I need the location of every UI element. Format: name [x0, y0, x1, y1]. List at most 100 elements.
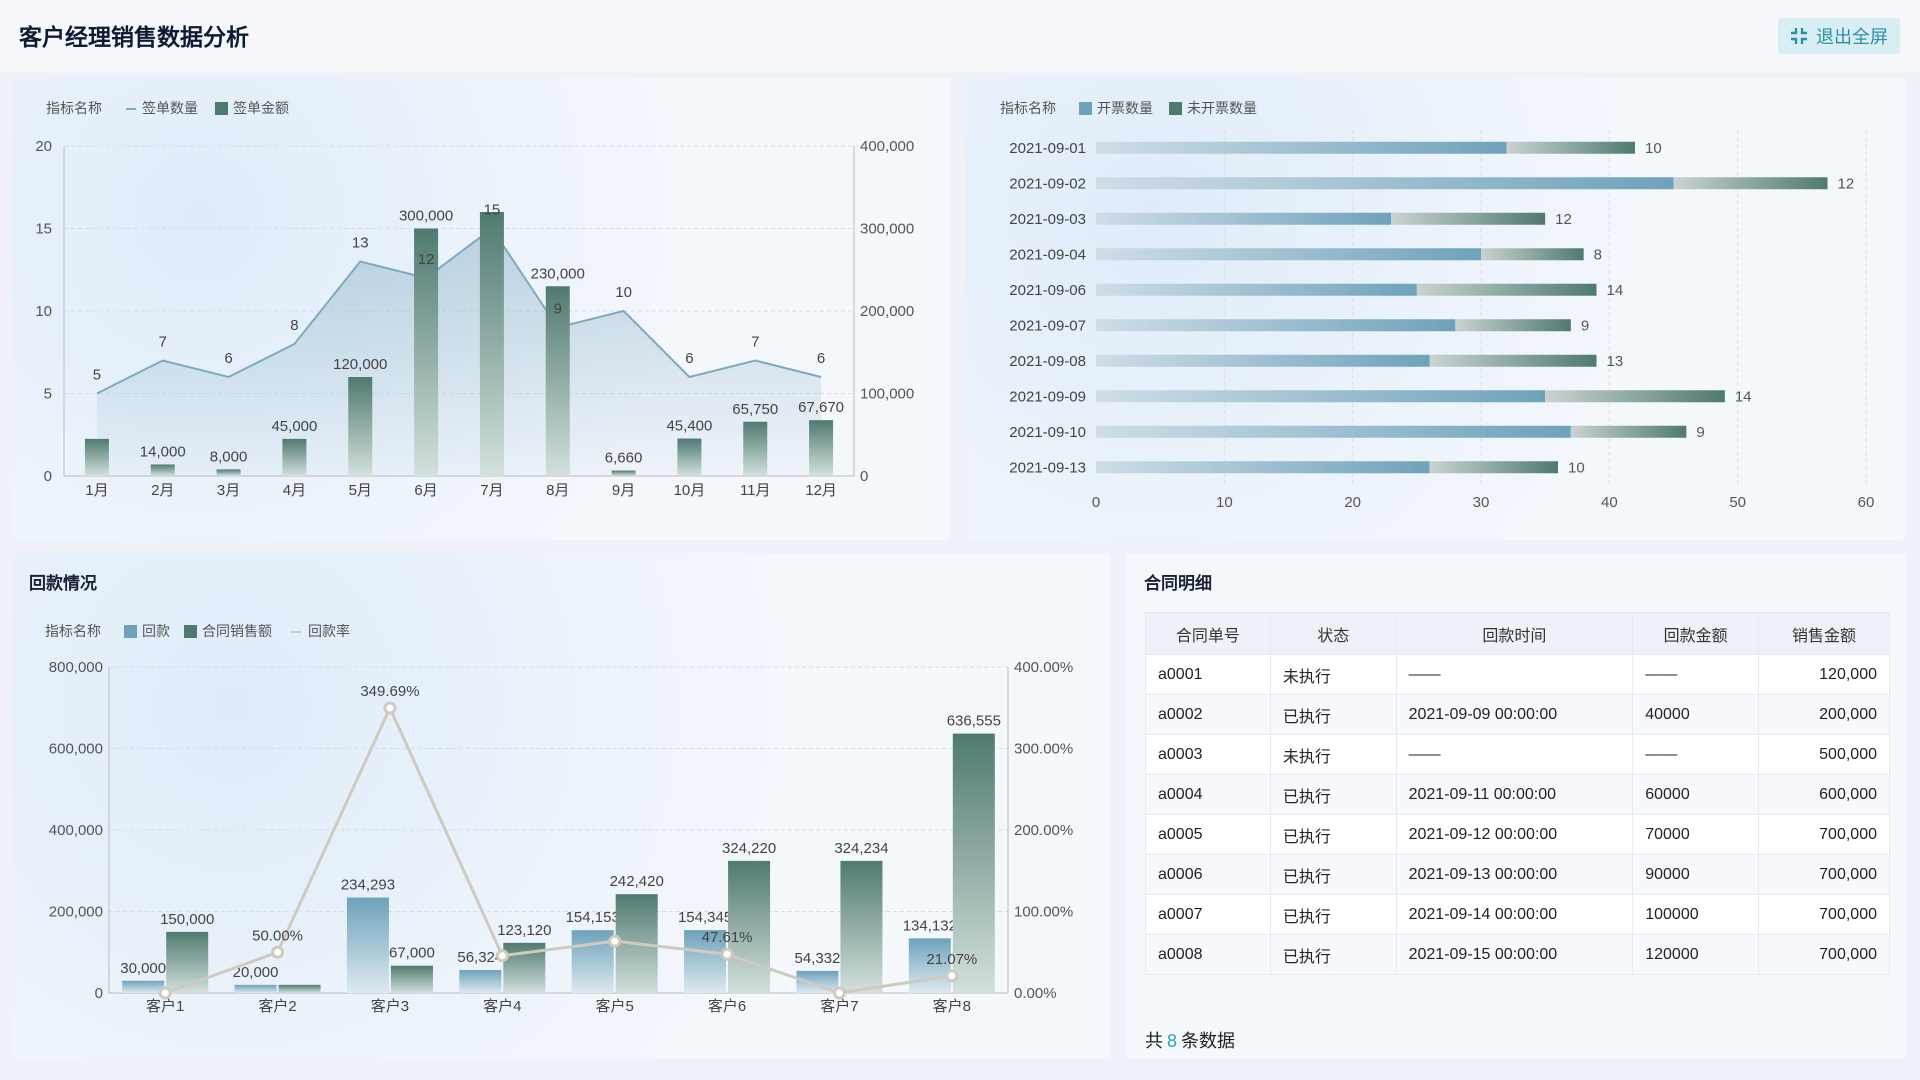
exit-fullscreen-button[interactable]: 退出全屏: [1778, 18, 1900, 54]
payment-bar: [571, 930, 614, 993]
column-header[interactable]: 合同单号: [1145, 612, 1271, 655]
contract-sales-bar-label: 636,555: [947, 713, 1001, 730]
legend-item-amount[interactable]: 签单金额: [233, 100, 289, 116]
amount-bar: [348, 377, 373, 476]
count-point-label: 7: [159, 334, 167, 351]
x-tick-label: 40: [1601, 494, 1618, 511]
legend-title: 指标名称: [1000, 100, 1056, 116]
invoiced-bar: [1096, 461, 1430, 474]
legend-item-count[interactable]: 签单数量: [142, 100, 198, 116]
rate-line: [164, 704, 953, 995]
amount-bar: [84, 438, 109, 476]
table-cell: 60000: [1632, 774, 1760, 815]
table-cell: 已执行: [1269, 894, 1397, 935]
count-point-label: 15: [484, 202, 501, 219]
table-row[interactable]: a0003 未执行 —— —— 500,000: [1145, 734, 1890, 775]
legend-swatch-contract-sales: [184, 625, 197, 638]
rate-point: [158, 986, 172, 1000]
column-header[interactable]: 状态: [1269, 612, 1397, 655]
payment-bar-label: 20,000: [233, 964, 279, 981]
payment-bar-label: 234,293: [341, 877, 395, 894]
x-category-label: 11月: [740, 482, 771, 499]
invoiced-bar: [1096, 319, 1456, 332]
y-category-label: 2021-09-07: [1009, 317, 1086, 334]
payment-bar: [234, 984, 277, 993]
legend-swatch-uninvoiced: [1169, 102, 1182, 115]
column-header[interactable]: 回款时间: [1395, 612, 1634, 655]
payment-panel-title: 回款情况: [29, 574, 97, 593]
legend-bar-swatch: [215, 102, 228, 115]
table-cell: 700,000: [1758, 854, 1890, 895]
amount-bar-label: 8,000: [210, 448, 248, 465]
y-left-tick-label: 0: [95, 985, 103, 1002]
count-point-label: 8: [290, 317, 298, 334]
table-cell: 已执行: [1269, 854, 1397, 895]
table-row[interactable]: a0007 已执行 2021-09-14 00:00:00 100000 700,000: [1145, 894, 1890, 935]
y-left-tick-label: 800,000: [49, 659, 103, 676]
invoiced-bar: [1096, 283, 1417, 296]
exit-fullscreen-icon: [1790, 27, 1808, 45]
uninvoiced-bar: [1673, 177, 1828, 190]
uninvoiced-bar: [1391, 212, 1546, 225]
uninvoiced-bar-label: 10: [1645, 140, 1662, 157]
record-count: 8: [1167, 1031, 1178, 1051]
uninvoiced-bar-label: 9: [1581, 317, 1589, 334]
table-cell: 40000: [1632, 694, 1760, 735]
payment-bar-label: 154,153: [566, 909, 620, 926]
column-header[interactable]: 回款金额: [1632, 612, 1760, 655]
x-category-label: 客户6: [708, 998, 746, 1015]
table-row[interactable]: a0006 已执行 2021-09-13 00:00:00 90000 700,000: [1145, 854, 1890, 895]
table-cell: 2021-09-12 00:00:00: [1395, 814, 1634, 855]
rate-point-label: 47.61%: [702, 929, 753, 946]
contract-sales-bar: [390, 965, 433, 993]
table-cell: a0001: [1145, 654, 1271, 695]
column-header[interactable]: 销售金额: [1758, 612, 1890, 655]
count-point-label: 6: [224, 350, 232, 367]
legend-item-uninvoiced[interactable]: 未开票数量: [1187, 100, 1257, 116]
contract-sales-bar-label: 150,000: [160, 911, 214, 928]
rate-point-label: 349.69%: [360, 683, 419, 700]
y-right-tick-label: 100,000: [860, 386, 914, 403]
uninvoiced-bar-label: 8: [1594, 246, 1602, 263]
y-category-label: 2021-09-01: [1009, 140, 1086, 157]
x-category-label: 7月: [480, 482, 503, 499]
table-cell: 已执行: [1269, 774, 1397, 815]
legend-item-payment[interactable]: 回款: [142, 623, 170, 639]
table-row[interactable]: a0004 已执行 2021-09-11 00:00:00 60000 600,000: [1145, 774, 1890, 815]
table-row[interactable]: a0002 已执行 2021-09-09 00:00:00 40000 200,000: [1145, 694, 1890, 735]
y-right-tick-label: 400.00%: [1014, 659, 1073, 676]
uninvoiced-bar: [1455, 319, 1571, 332]
y-right-tick-label: 300.00%: [1014, 741, 1073, 758]
x-category-label: 5月: [349, 482, 372, 499]
table-cell: a0007: [1145, 894, 1271, 935]
y-category-label: 2021-09-09: [1009, 388, 1086, 405]
table-cell: 已执行: [1269, 814, 1397, 855]
contract-sales-bar: [728, 860, 771, 993]
uninvoiced-bar: [1416, 283, 1597, 296]
uninvoiced-bar: [1570, 425, 1687, 438]
amount-bar-label: 65,750: [732, 401, 778, 418]
table-cell: 600,000: [1758, 774, 1890, 815]
legend-item-rate[interactable]: 回款率: [308, 623, 350, 639]
legend-item-invoiced[interactable]: 开票数量: [1097, 100, 1153, 116]
y-right-tick-label: 0: [860, 468, 868, 485]
x-category-label: 2月: [151, 482, 174, 499]
y-category-label: 2021-09-03: [1009, 211, 1086, 228]
rate-point: [383, 701, 397, 715]
table-cell: 已执行: [1269, 694, 1397, 735]
amount-bar-label: 45,000: [271, 418, 317, 435]
payment-bar-label: 134,132: [903, 917, 957, 934]
table-cell: 90000: [1632, 854, 1760, 895]
legend-item-contract-sales[interactable]: 合同销售额: [202, 623, 272, 639]
table-row[interactable]: a0001 未执行 —— —— 120,000: [1145, 654, 1890, 695]
table-row[interactable]: a0005 已执行 2021-09-12 00:00:00 70000 700,000: [1145, 814, 1890, 855]
table-row[interactable]: a0008 已执行 2021-09-15 00:00:00 120000 700,000: [1145, 934, 1890, 975]
payment-bar-label: 30,000: [120, 960, 166, 977]
amount-bar-label: 6,660: [605, 450, 643, 467]
contract-sales-bar: [952, 733, 995, 993]
table-cell: ——: [1632, 654, 1760, 695]
footer-prefix: 共: [1145, 1031, 1163, 1051]
table-cell: 2021-09-13 00:00:00: [1395, 854, 1634, 895]
x-category-label: 客户1: [146, 998, 184, 1015]
amount-bar: [216, 469, 241, 476]
